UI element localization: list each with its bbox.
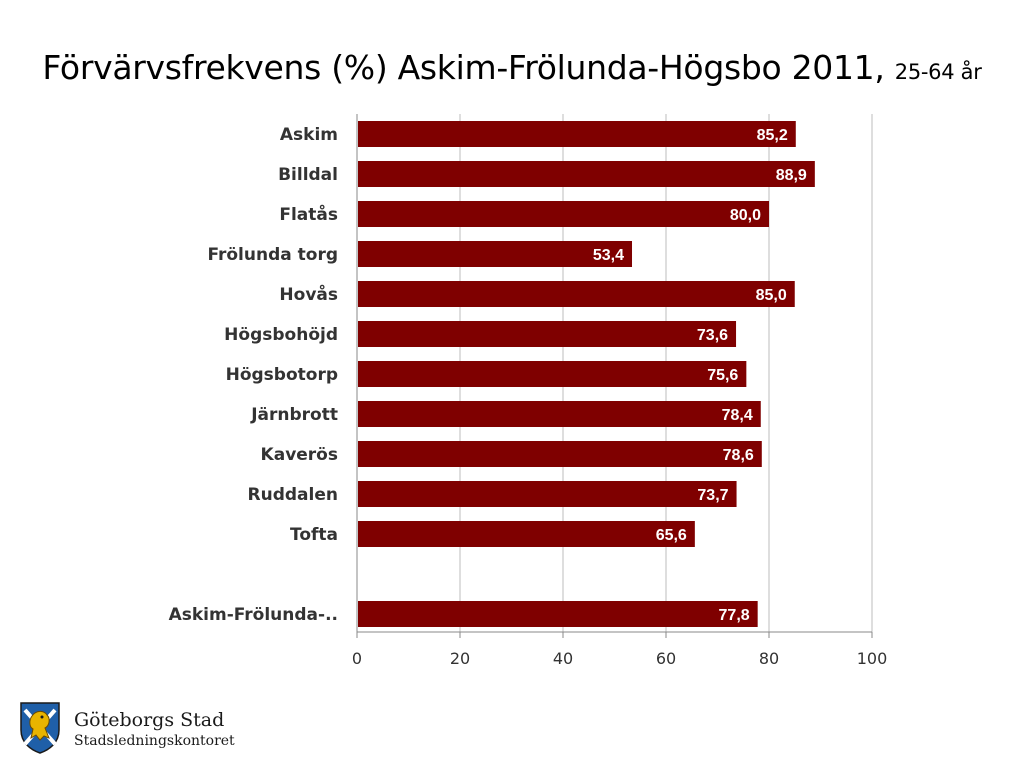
data-label: 77,8: [719, 607, 750, 624]
title-sub: 25-64 år: [894, 60, 982, 84]
x-tick-label: 60: [656, 649, 676, 668]
category-label: Kaverös: [261, 445, 338, 465]
goteborg-coat-of-arms-icon: [20, 702, 60, 754]
bar: [358, 481, 737, 507]
bars: [358, 121, 815, 627]
category-label: Flatås: [279, 203, 338, 225]
bar: [358, 521, 695, 547]
bar: [358, 201, 769, 227]
chart-title: Förvärvsfrekvens (%) Askim-Frölunda-Högs…: [0, 48, 1024, 87]
org-name: Göteborgs Stad: [74, 709, 225, 731]
data-label: 85,2: [757, 127, 788, 144]
bar: [358, 281, 795, 307]
goteborgs-stad-logo: Göteborgs Stad Stadsledningskontoret: [18, 700, 258, 756]
data-label: 73,6: [697, 327, 728, 344]
data-label: 85,0: [756, 287, 787, 304]
x-tick-label: 80: [759, 649, 779, 668]
category-label: Askim-Frölunda-..: [169, 605, 338, 625]
dept-name: Stadsledningskontoret: [74, 733, 235, 749]
data-label: 53,4: [593, 247, 624, 264]
category-label: Ruddalen: [248, 485, 338, 505]
bar-chart: Askim Billdal Flatås Frölunda torg Hovås Högs…: [169, 114, 887, 668]
data-label: 73,7: [697, 487, 728, 504]
category-label: Askim: [280, 125, 338, 145]
x-tick-label: 100: [857, 649, 888, 668]
data-label: 78,4: [722, 407, 753, 424]
x-tick-label: 40: [553, 649, 573, 668]
bar: [358, 441, 762, 467]
category-label: Högsbohöjd: [224, 325, 338, 345]
category-label: Frölunda torg: [207, 245, 338, 265]
bar: [358, 601, 758, 627]
category-label: Billdal: [278, 165, 338, 185]
bar: [358, 121, 796, 147]
x-tick-label: 20: [450, 649, 470, 668]
x-axis: [356, 114, 873, 638]
bar: [358, 161, 815, 187]
category-label: Hovås: [279, 283, 338, 305]
data-label: 65,6: [656, 527, 687, 544]
category-label: Järnbrott: [250, 405, 338, 425]
x-tick-label: 0: [352, 649, 362, 668]
bar: [358, 361, 747, 387]
bar: [358, 321, 737, 347]
data-label: 88,9: [776, 167, 807, 184]
title-main: Förvärvsfrekvens (%) Askim-Frölunda-Högs…: [42, 48, 885, 87]
category-label: Tofta: [290, 525, 338, 545]
bar: [358, 401, 761, 427]
data-label: 80,0: [730, 207, 761, 224]
data-label: 78,6: [723, 447, 754, 464]
tick-labels: 0 20 40 60 80 100: [352, 649, 887, 668]
bar: [358, 241, 633, 267]
category-label: Högsbotorp: [226, 365, 338, 385]
value-labels: 85,2 88,9 80,0 53,4 85,0 73,6 75,6 78,4 78,6 73,7…: [593, 127, 807, 624]
data-label: 75,6: [707, 367, 738, 384]
category-labels: Askim Billdal Flatås Frölunda torg Hovås Högs…: [169, 125, 338, 625]
